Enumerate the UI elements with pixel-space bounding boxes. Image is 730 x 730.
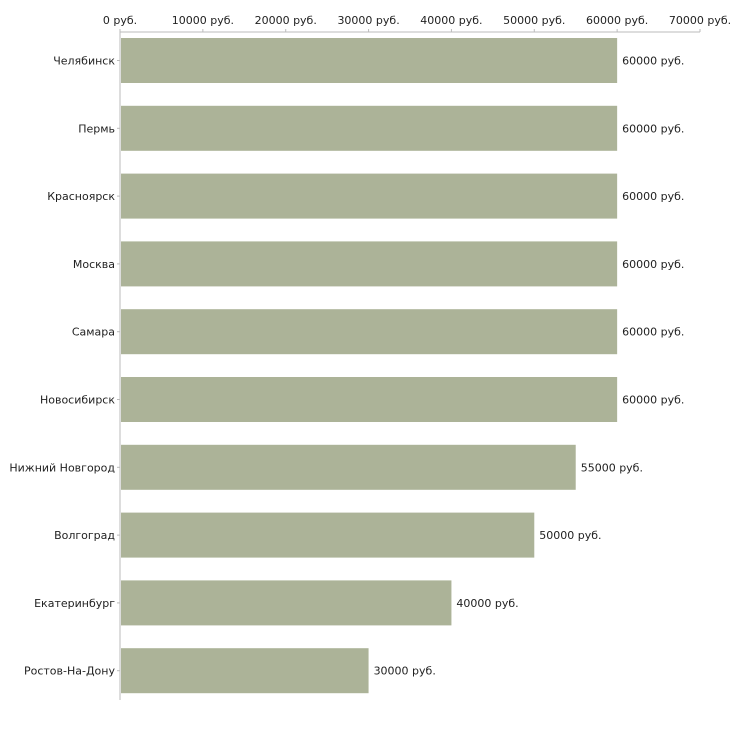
category-label: Новосибирск xyxy=(40,394,115,407)
x-tick-label: 0 руб. xyxy=(103,14,137,27)
x-tick-label: 10000 руб. xyxy=(172,14,234,27)
x-tick-label: 40000 руб. xyxy=(420,14,482,27)
bar xyxy=(121,105,618,151)
value-label: 60000 руб. xyxy=(622,258,684,271)
category-label: Пермь xyxy=(78,122,115,135)
bar xyxy=(121,580,452,626)
value-label: 60000 руб. xyxy=(622,326,684,339)
value-label: 60000 руб. xyxy=(622,394,684,407)
category-label: Ростов-На-Дону xyxy=(24,665,115,678)
bars xyxy=(121,38,618,694)
category-label: Нижний Новгород xyxy=(9,461,115,474)
category-label: Красноярск xyxy=(47,190,115,203)
value-label: 40000 руб. xyxy=(456,597,518,610)
value-label: 30000 руб. xyxy=(374,665,436,678)
x-tick-label: 50000 руб. xyxy=(503,14,565,27)
bar xyxy=(121,444,576,490)
category-label: Самара xyxy=(72,326,115,339)
bar xyxy=(121,512,535,558)
bar xyxy=(121,648,369,694)
category-label: Москва xyxy=(73,258,115,271)
bar xyxy=(121,173,618,219)
x-tick-label: 20000 руб. xyxy=(255,14,317,27)
value-label: 55000 руб. xyxy=(581,461,643,474)
x-tick-label: 70000 руб. xyxy=(669,14,730,27)
bar xyxy=(121,241,618,287)
bar xyxy=(121,38,618,83)
value-label: 60000 руб. xyxy=(622,122,684,135)
value-label: 60000 руб. xyxy=(622,55,684,68)
category-label: Челябинск xyxy=(53,55,115,68)
value-label: 60000 руб. xyxy=(622,190,684,203)
bar xyxy=(121,377,618,422)
x-axis: 0 руб. 10000 руб. 20000 руб. 30000 руб. 4000… xyxy=(103,14,730,700)
x-tick-label: 60000 руб. xyxy=(586,14,648,27)
bar xyxy=(121,309,618,355)
x-tick-label: 30000 руб. xyxy=(337,14,399,27)
labels: Челябинск 60000 руб. Пермь 60000 руб. Красно… xyxy=(9,55,684,678)
value-label: 50000 руб. xyxy=(539,529,601,542)
category-label: Волгоград xyxy=(54,529,115,542)
category-label: Екатеринбург xyxy=(34,597,115,610)
